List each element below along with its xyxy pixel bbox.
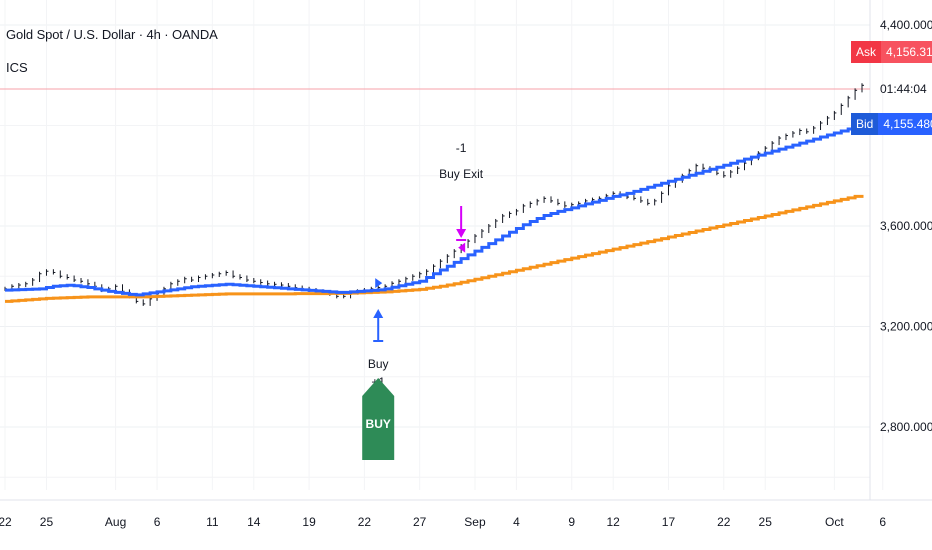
time-axis[interactable]: 22 25 Aug 6 11 14 19 22 27 Sep 4 9 12 17 22 25 Oct 6 [0,515,886,529]
x-tick-label: 22 [0,515,12,529]
bid-tag: Bid [851,113,879,135]
indicator-name[interactable]: ICS [6,60,28,75]
x-tick-label: 25 [759,515,773,529]
buy-entry-marker [375,278,383,289]
fast-ma-line [5,124,864,297]
y-tick-label: 2,800.000 [880,420,932,434]
x-tick-label: 12 [607,515,621,529]
x-tick-label: Oct [825,515,844,529]
y-tick-label: 3,200.000 [880,320,932,334]
exit-marker [458,242,466,253]
y-tick-label: 3,600.000 [880,219,932,233]
ask-tag: Ask [851,41,882,63]
bid-value: 4,155.480 [878,113,932,135]
x-tick-label: 6 [154,515,161,529]
buy-badge-label: BUY [366,417,391,431]
x-tick-label: 25 [40,515,54,529]
x-tick-label: 14 [247,515,261,529]
x-tick-label: 4 [513,515,520,529]
x-tick-label: 27 [413,515,427,529]
buy-signal-label: Buy [368,357,389,371]
slow-ma-line [5,194,864,303]
y-tick-label: 4,400.000 [880,18,932,32]
exit-qty-label: -1 [456,141,467,155]
exit-arrow-head [456,229,467,238]
buy-badge [362,378,395,460]
exit-signal-label: Buy Exit [439,167,484,181]
chart-grid [0,0,932,501]
x-tick-label: 11 [206,515,219,529]
x-tick-label: 9 [568,515,575,529]
price-axis[interactable]: 4,400.000 3,600.000 3,200.000 2,800.000 [880,18,932,434]
x-tick-label: Sep [464,515,486,529]
bid-price-badge: Bid 4,155.480 [851,113,932,135]
x-tick-label: 22 [358,515,372,529]
ask-value: 4,156.310 [881,41,932,63]
buy-arrow-head [373,309,384,318]
bar-countdown: 01:44:04 [880,82,927,96]
x-tick-label: Aug [105,515,126,529]
x-tick-label: 22 [717,515,731,529]
x-tick-label: 17 [662,515,676,529]
x-tick-label: 6 [879,515,886,529]
x-tick-label: 19 [302,515,316,529]
symbol-title[interactable]: Gold Spot / U.S. Dollar · 4h · OANDA [6,27,218,42]
